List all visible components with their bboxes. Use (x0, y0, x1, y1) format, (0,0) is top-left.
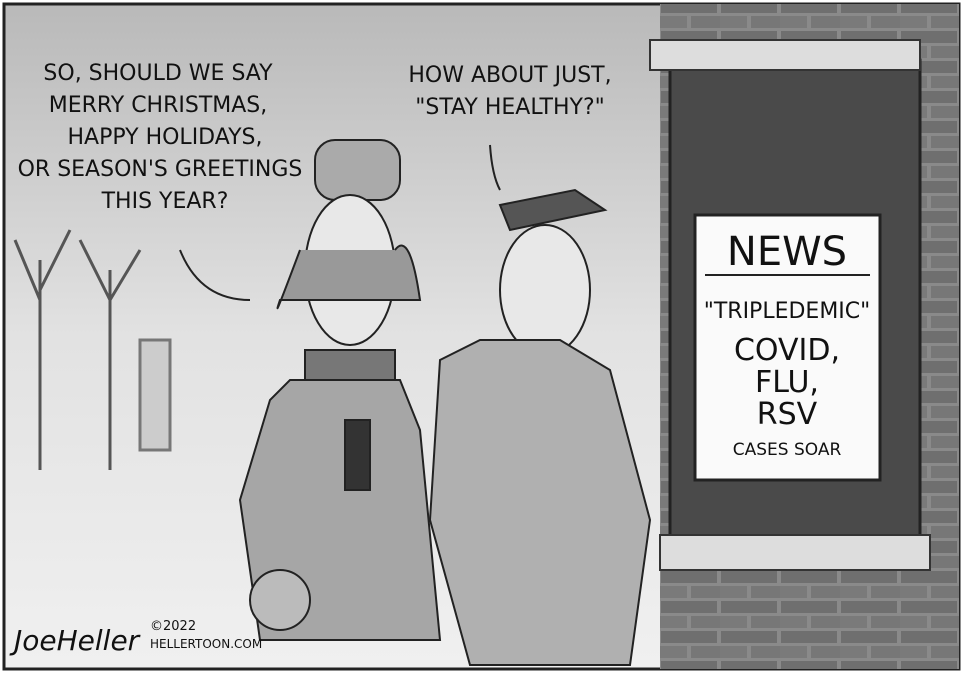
window-sill (659, 534, 931, 571)
news-line: COVID, (734, 333, 840, 368)
speech-line: OR SEASON'S GREETINGS (18, 157, 303, 182)
speech-tail (179, 249, 251, 301)
speech-line: HOW ABOUT JUST, (408, 63, 611, 88)
trees (13, 229, 172, 470)
speech-line: SO, SHOULD WE SAY (43, 61, 273, 86)
news-line: RSV (757, 397, 818, 432)
news-line: FLU, (755, 365, 819, 400)
signature-site: HELLERTOON.COM (150, 637, 262, 651)
speech-line: THIS YEAR? (101, 189, 229, 214)
signature-name: JoeHeller (9, 624, 141, 657)
news-line: "TRIPLEDEMIC" (704, 299, 871, 324)
woman (238, 139, 442, 641)
window-top (649, 39, 921, 71)
news-header: NEWS (727, 229, 847, 275)
news-screen (693, 213, 882, 482)
speech-tail (489, 144, 501, 191)
news-footer: CASES SOAR (733, 440, 842, 460)
speech-line: HAPPY HOLIDAYS, (68, 125, 263, 150)
signature-copyright: ©2022 (150, 619, 196, 634)
speech-line: "STAY HEALTHY?" (415, 95, 605, 120)
speech-line: MERRY CHRISTMAS, (49, 93, 268, 118)
man (428, 188, 652, 666)
